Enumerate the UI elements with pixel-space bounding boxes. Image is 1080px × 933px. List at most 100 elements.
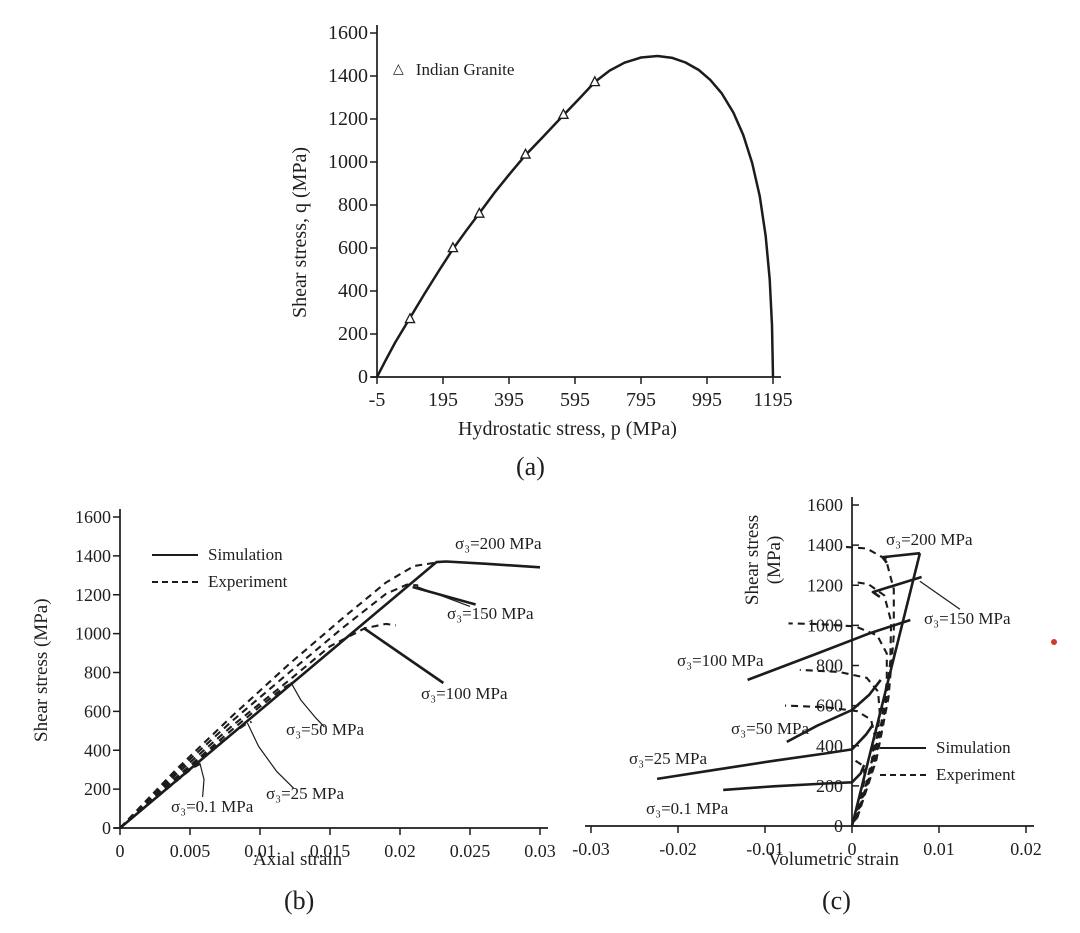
sigma-label-b-0.1: σ₃=0.1 MPa [171, 797, 254, 816]
red-dot-artifact [1051, 639, 1057, 645]
data-point-triangle [519, 147, 532, 159]
c-exp-100 [788, 622, 888, 820]
legend-label: Simulation [936, 737, 1011, 757]
b-leader-25 [246, 722, 295, 789]
c-exp-150 [851, 580, 893, 820]
legend-item-experiment: Experiment [152, 568, 287, 595]
y-tick-label: 800 [338, 194, 368, 216]
x-tick-label: 0.005 [170, 841, 211, 861]
y-tick-label: 600 [816, 696, 843, 716]
y-axis-label-b: Shear stress (MPa) [31, 598, 52, 742]
data-point-triangle [557, 108, 570, 119]
y-tick-label: 0 [358, 366, 368, 388]
legend-label: Simulation [208, 544, 283, 564]
sigma-label-c-25: σ₃=25 MPa [629, 749, 708, 768]
sigma-label-b-200: σ₃=200 MPa [455, 534, 542, 553]
x-tick-label: 195 [428, 389, 458, 411]
sigma-label-b-150: σ₃=150 MPa [447, 604, 534, 623]
legend-label: Experiment [936, 764, 1016, 784]
x-tick-label: -0.01 [746, 839, 784, 859]
data-point-triangle [404, 312, 416, 324]
x-tick-label: 395 [494, 389, 524, 411]
y-tick-label: 1600 [807, 495, 843, 515]
legend-label: Indian Granite [415, 59, 515, 79]
x-tick-label: 795 [626, 389, 656, 411]
legend-item-simulation: Simulation [152, 541, 287, 568]
y-tick-label: 1400 [807, 535, 843, 555]
x-axis-label-c: Volumetric strain [768, 849, 900, 870]
b-exp-100 [119, 622, 396, 829]
y-axis-label-c: Shear stress (MPa) [742, 514, 785, 606]
y-tick-label: 1200 [328, 108, 368, 130]
b-leader-50 [290, 681, 325, 728]
a-failure-envelope [375, 54, 775, 378]
caption-b: (b) [284, 886, 315, 915]
y-tick-label: 400 [338, 280, 368, 302]
y-tick-label: 200 [816, 776, 843, 796]
b-leader-150 [416, 586, 471, 607]
sigma-label-c-50: σ₃=50 MPa [731, 719, 810, 738]
x-axis-label-a: Hydrostatic stress, p (MPa) [458, 418, 677, 440]
x-tick-label: 0 [116, 841, 125, 861]
c-sim-dilation-200 [881, 551, 921, 564]
x-tick-label: 1195 [753, 389, 792, 411]
y-tick-label: 1200 [807, 575, 843, 595]
b-exp-150 [119, 583, 419, 829]
x-tick-label: 0.01 [244, 841, 276, 861]
x-tick-label: 0.025 [450, 841, 491, 861]
x-axis-label-b: Axial strain [253, 849, 343, 870]
c-sim-dilation-100 [747, 618, 911, 682]
sigma-label-b-100: σ₃=100 MPa [421, 684, 508, 703]
x-tick-label: -0.02 [659, 839, 697, 859]
solid-line-sample-icon [880, 746, 926, 749]
c-sim-dilation-25 [656, 723, 874, 781]
x-tick-label: 0 [848, 839, 857, 859]
y-tick-label: 1400 [75, 546, 111, 566]
y-tick-label: 800 [84, 663, 111, 683]
x-tick-label: 0.015 [310, 841, 351, 861]
sigma-label-b-50: σ₃=50 MPa [286, 720, 365, 739]
triangle-marker-icon: △ [393, 62, 404, 77]
y-tick-label: 1600 [328, 22, 368, 44]
x-tick-label: -5 [369, 389, 386, 411]
x-tick-label: 0.03 [524, 841, 556, 861]
sigma-label-c-200: σ₃=200 MPa [886, 530, 973, 549]
legend-item-simulation: Simulation [880, 734, 1015, 761]
c-exp-200 [844, 545, 895, 819]
y-tick-label: 400 [84, 740, 111, 760]
x-tick-label: 0.01 [923, 839, 955, 859]
data-point-triangle [473, 206, 485, 218]
b-sim-softening-150 [412, 585, 476, 606]
c-sim-dilation-150 [871, 575, 922, 598]
legend-item-experiment: Experiment [880, 761, 1015, 788]
data-point-triangle [589, 75, 601, 87]
c-leader-150 [919, 580, 961, 610]
b-sim-softening-100 [362, 626, 445, 685]
data-point-triangle [447, 241, 459, 253]
x-tick-label: -0.03 [572, 839, 610, 859]
b-sim-main-200 [119, 560, 541, 829]
y-tick-label: 1200 [75, 585, 111, 605]
x-tick-label: 995 [692, 389, 722, 411]
sigma-label-c-150: σ₃=150 MPa [924, 609, 1011, 628]
y-tick-label: 1600 [75, 507, 111, 527]
y-tick-label: 0 [834, 816, 843, 836]
y-tick-label: 600 [338, 237, 368, 259]
y-tick-label: 0 [102, 818, 111, 838]
y-tick-label: 1400 [328, 65, 368, 87]
x-tick-label: 0.02 [384, 841, 416, 861]
sigma-label-c-100: σ₃=100 MPa [677, 651, 764, 670]
c-exp-25 [784, 704, 876, 822]
dashed-line-sample-icon [152, 580, 198, 583]
dashed-line-sample-icon [880, 773, 926, 776]
y-tick-label: 1000 [75, 624, 111, 644]
b-exp-50 [119, 681, 295, 829]
legend-label: Experiment [208, 571, 288, 591]
x-tick-label: 0.02 [1010, 839, 1042, 859]
y-tick-label: 200 [338, 323, 368, 345]
legend-a: △ Indian Granite [393, 56, 514, 83]
legend-item-indian-granite: △ Indian Granite [393, 56, 514, 83]
c-sim-dilation-0.1 [723, 764, 866, 792]
y-tick-label: 200 [84, 779, 111, 799]
